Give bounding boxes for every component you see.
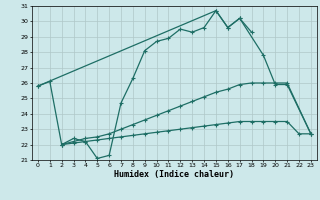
X-axis label: Humidex (Indice chaleur): Humidex (Indice chaleur) xyxy=(115,170,234,179)
